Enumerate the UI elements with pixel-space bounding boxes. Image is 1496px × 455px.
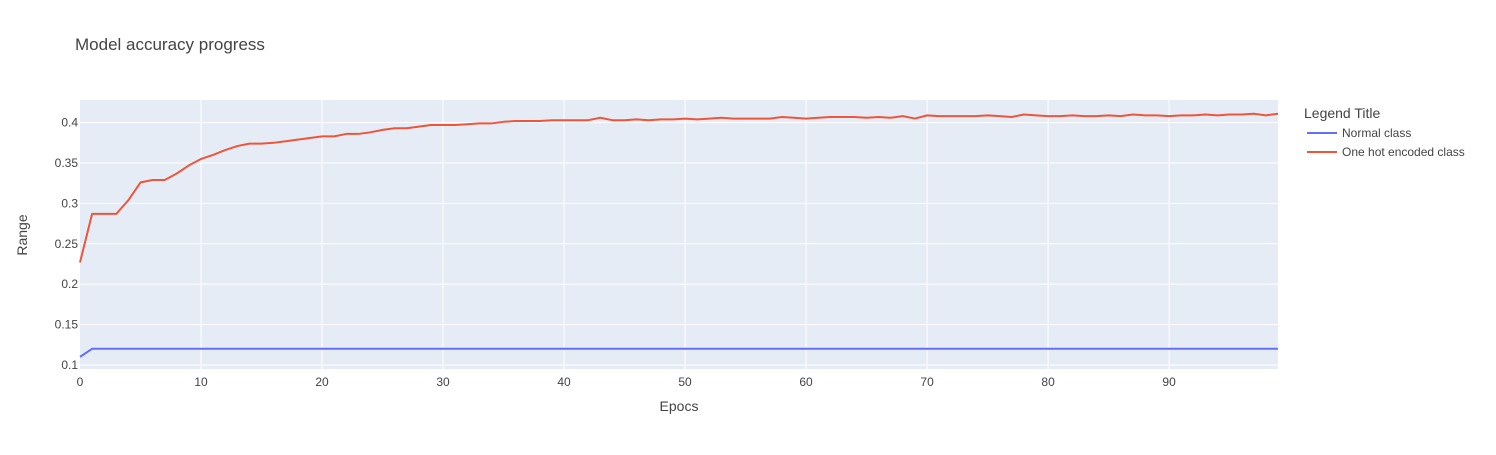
legend: Legend Title Normal class One hot encoded… xyxy=(1304,105,1465,159)
y-tick-label: 0.35 xyxy=(55,156,79,170)
y-tick-label: 0.3 xyxy=(61,196,78,210)
chart-title: Model accuracy progress xyxy=(75,35,265,54)
y-gridlines xyxy=(80,122,1278,366)
y-tick-label: 0.15 xyxy=(55,318,79,332)
series-line-one-hot-encoded-class xyxy=(79,112,1279,263)
x-tick-label: 50 xyxy=(678,375,692,389)
x-axis-title: Epocs xyxy=(660,398,699,414)
x-tick-labels: 0 10 20 30 40 50 60 70 80 90 xyxy=(77,375,1176,389)
series-layer xyxy=(79,112,1279,358)
x-tick-label: 90 xyxy=(1162,375,1176,389)
legend-title: Legend Title xyxy=(1304,105,1380,121)
y-tick-label: 0.4 xyxy=(61,116,78,130)
x-tick-label: 70 xyxy=(920,375,934,389)
x-tick-label: 10 xyxy=(194,375,208,389)
x-tick-label: 40 xyxy=(557,375,571,389)
series-line-normal-class xyxy=(79,347,1278,358)
x-tick-label: 30 xyxy=(436,375,450,389)
legend-label: Normal class xyxy=(1342,126,1411,140)
y-tick-label: 0.25 xyxy=(55,237,79,251)
legend-items: Normal class One hot encoded class xyxy=(1307,126,1465,159)
legend-label: One hot encoded class xyxy=(1342,145,1465,159)
x-tick-label: 20 xyxy=(315,375,329,389)
legend-item-normal-class[interactable]: Normal class xyxy=(1307,126,1411,140)
plot-area xyxy=(80,100,1278,369)
x-tick-label: 80 xyxy=(1041,375,1055,389)
y-tick-label: 0.2 xyxy=(61,277,78,291)
y-axis-title: Range xyxy=(14,214,30,255)
x-tick-label: 60 xyxy=(799,375,813,389)
y-tick-label: 0.1 xyxy=(61,358,78,372)
y-tick-labels: 0.1 0.15 0.2 0.25 0.3 0.35 0.4 xyxy=(55,116,79,372)
legend-item-one-hot-encoded-class[interactable]: One hot encoded class xyxy=(1307,145,1465,159)
x-tick-label: 0 xyxy=(77,375,84,389)
